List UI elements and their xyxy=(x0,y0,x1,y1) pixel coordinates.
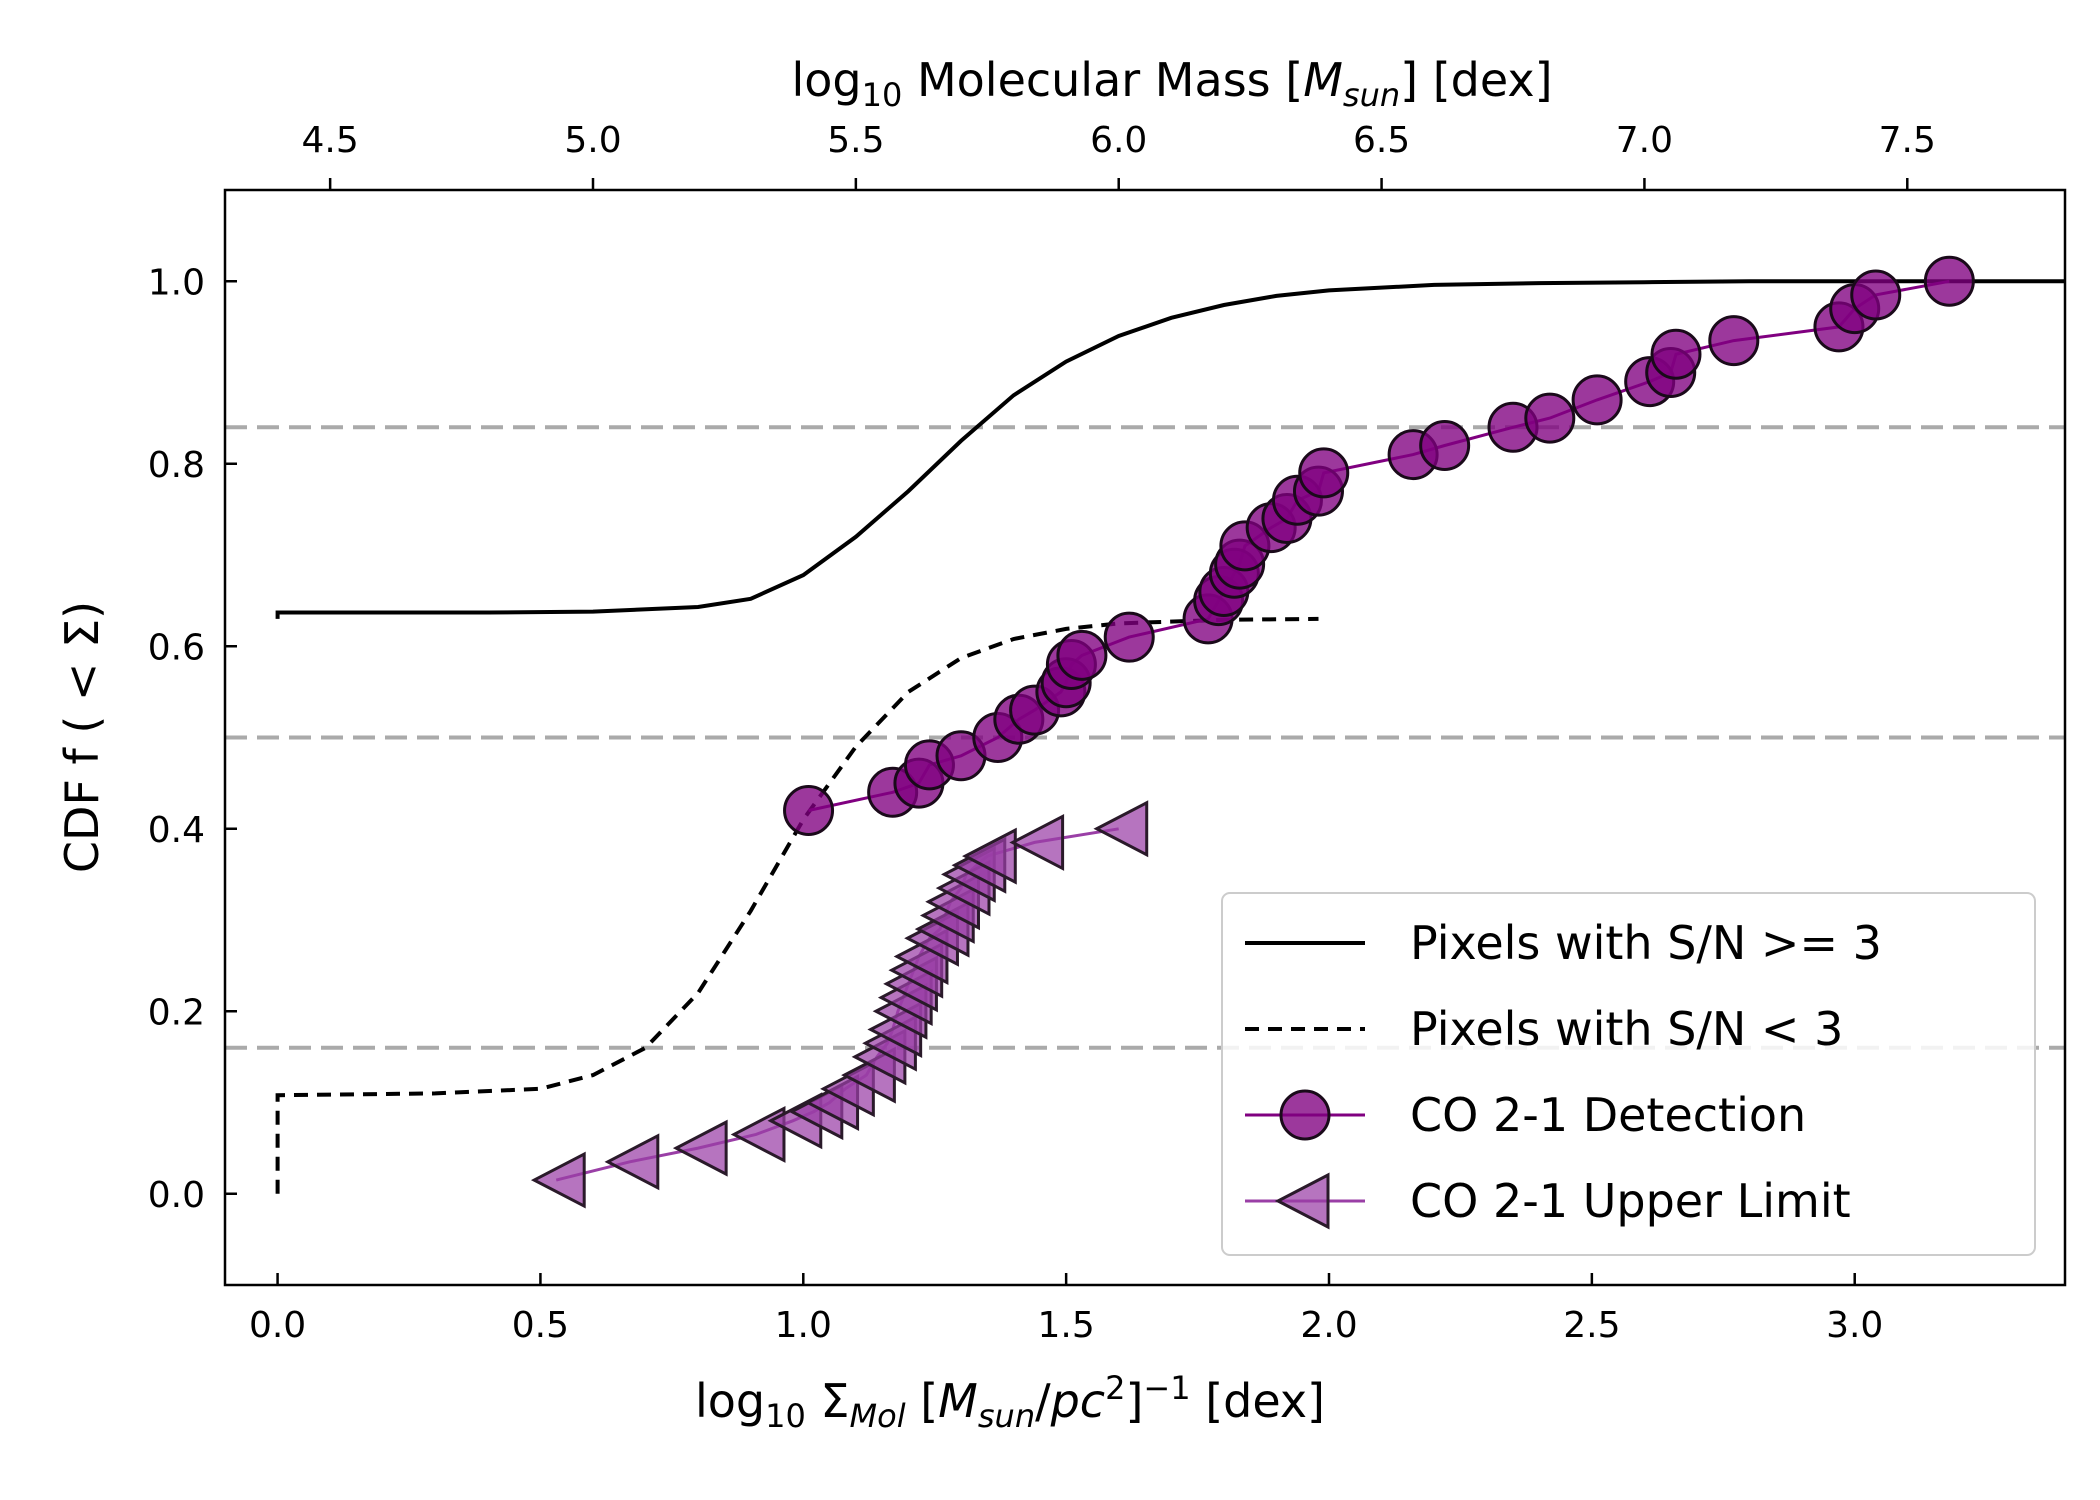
detection-point xyxy=(1524,392,1576,444)
y-tick-label: 1.0 xyxy=(148,262,205,303)
top-x-tick-label: 7.5 xyxy=(1879,120,1936,161)
detection-point xyxy=(1298,447,1350,499)
curve-sn-low xyxy=(275,616,1319,1194)
upper-limit-point xyxy=(672,1119,728,1177)
legend-swatch-detection-marker xyxy=(1279,1089,1331,1141)
x-tick-label: 3.0 xyxy=(1826,1305,1883,1346)
detection-point xyxy=(1056,629,1108,681)
detection-point xyxy=(1103,611,1155,663)
x-tick-label: 2.0 xyxy=(1300,1305,1357,1346)
reference-lines xyxy=(225,425,2065,1050)
legend: Pixels with S/N >= 3 Pixels with S/N < 3… xyxy=(1221,892,2036,1256)
data-markers xyxy=(530,255,1975,1209)
top-x-tick-label: 6.0 xyxy=(1090,120,1147,161)
y-tick-label: 0.8 xyxy=(148,445,205,486)
top-x-tick-label: 5.0 xyxy=(564,120,621,161)
upper-limit-point xyxy=(530,1151,586,1209)
legend-swatch-upper-limit-marker xyxy=(1274,1172,1330,1230)
top-x-tick-label: 6.5 xyxy=(1353,120,1410,161)
legend-box xyxy=(1221,892,2036,1256)
legend-label-sn-high: Pixels with S/N >= 3 xyxy=(1410,916,1882,970)
detection-point xyxy=(1850,269,1902,321)
x-tick-label: 0.0 xyxy=(249,1305,306,1346)
x-tick-label: 1.0 xyxy=(775,1305,832,1346)
y-axis-label: CDF f ( < Σ) xyxy=(55,601,109,873)
legend-label-sn-low: Pixels with S/N < 3 xyxy=(1410,1002,1843,1056)
y-tick-label: 0.4 xyxy=(148,810,205,851)
top-x-tick-label: 7.0 xyxy=(1616,120,1673,161)
upper-limit-point xyxy=(604,1133,660,1191)
detection-point xyxy=(1708,315,1760,367)
secondary-x-axis-label: log10 Molecular Mass [Msun] [dex] xyxy=(791,53,1552,114)
detection-point xyxy=(1419,420,1471,471)
detection-point xyxy=(1923,255,1975,307)
top-x-tick-label: 5.5 xyxy=(827,120,884,161)
x-tick-label: 0.5 xyxy=(512,1305,569,1346)
x-axis-label: log10 ΣMol [Msun/pc2]−1 [dex] xyxy=(695,1369,1325,1435)
detection-point xyxy=(1650,328,1702,380)
x-tick-label: 2.5 xyxy=(1563,1305,1620,1346)
upper-limit-point xyxy=(1093,800,1149,858)
detection-point xyxy=(783,785,835,836)
detection-point xyxy=(1571,374,1623,426)
upper-limit-point xyxy=(1009,813,1065,871)
axis-ticks: 0.0 0.5 1.0 1.5 2.0 2.5 3.0 0.0 0.2 0.4 0.6 0.8 1.0 4… xyxy=(148,120,1936,1346)
y-tick-label: 0.2 xyxy=(148,992,205,1033)
legend-label-detection: CO 2-1 Detection xyxy=(1410,1088,1806,1142)
upper-limit-point xyxy=(962,827,1017,885)
top-x-tick-label: 4.5 xyxy=(302,120,359,161)
legend-label-upper-limit: CO 2-1 Upper Limit xyxy=(1410,1174,1851,1228)
y-tick-label: 0.0 xyxy=(148,1175,205,1216)
curve-sn-high xyxy=(275,279,2065,619)
y-tick-label: 0.6 xyxy=(148,627,205,668)
plot-frame xyxy=(223,188,2067,1287)
x-tick-label: 1.5 xyxy=(1038,1305,1095,1346)
